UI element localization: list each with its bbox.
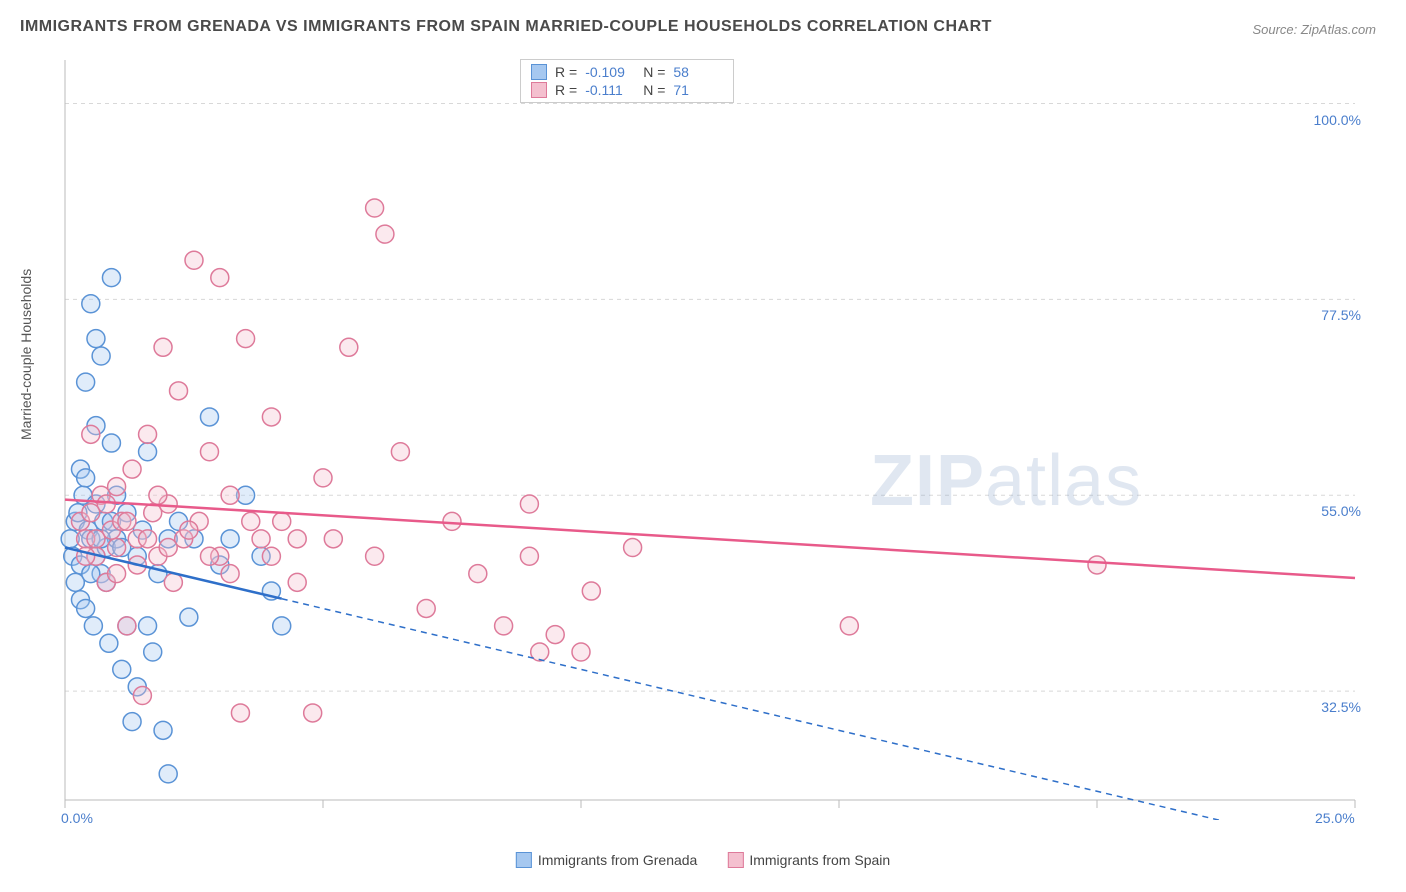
stats-row-grenada: R = -0.109 N = 58 [531, 64, 723, 80]
stats-r-label: R = [555, 82, 577, 98]
chart-title: IMMIGRANTS FROM GRENADA VS IMMIGRANTS FR… [20, 18, 992, 36]
legend-item-spain: Immigrants from Spain [727, 852, 890, 868]
x-tick-label: 0.0% [61, 810, 93, 826]
stats-n-label: N = [643, 82, 665, 98]
legend-item-grenada: Immigrants from Grenada [516, 852, 698, 868]
source-attribution: Source: ZipAtlas.com [1252, 22, 1376, 37]
stats-swatch-spain [531, 82, 547, 98]
stats-swatch-grenada [531, 64, 547, 80]
y-tick-label: 55.0% [1321, 503, 1361, 519]
stats-r-value-spain: -0.111 [585, 82, 635, 98]
bottom-legend: Immigrants from Grenada Immigrants from … [516, 852, 890, 868]
chart-svg [55, 60, 1375, 820]
stats-r-label: R = [555, 64, 577, 80]
legend-swatch-grenada [516, 852, 532, 868]
y-axis-label: Married-couple Households [18, 269, 34, 440]
y-tick-label: 32.5% [1321, 699, 1361, 715]
legend-label-grenada: Immigrants from Grenada [538, 852, 698, 868]
stats-n-value-spain: 71 [673, 82, 723, 98]
stats-n-label: N = [643, 64, 665, 80]
x-tick-label: 25.0% [1315, 810, 1355, 826]
y-tick-label: 100.0% [1314, 112, 1361, 128]
chart-plot-area: ZIPatlas R = -0.109 N = 58 R = -0.111 N … [55, 60, 1375, 820]
stats-r-value-grenada: -0.109 [585, 64, 635, 80]
correlation-stats-box: R = -0.109 N = 58 R = -0.111 N = 71 [520, 59, 734, 103]
legend-swatch-spain [727, 852, 743, 868]
stats-n-value-grenada: 58 [673, 64, 723, 80]
y-tick-label: 77.5% [1321, 307, 1361, 323]
legend-label-spain: Immigrants from Spain [749, 852, 890, 868]
stats-row-spain: R = -0.111 N = 71 [531, 82, 723, 98]
